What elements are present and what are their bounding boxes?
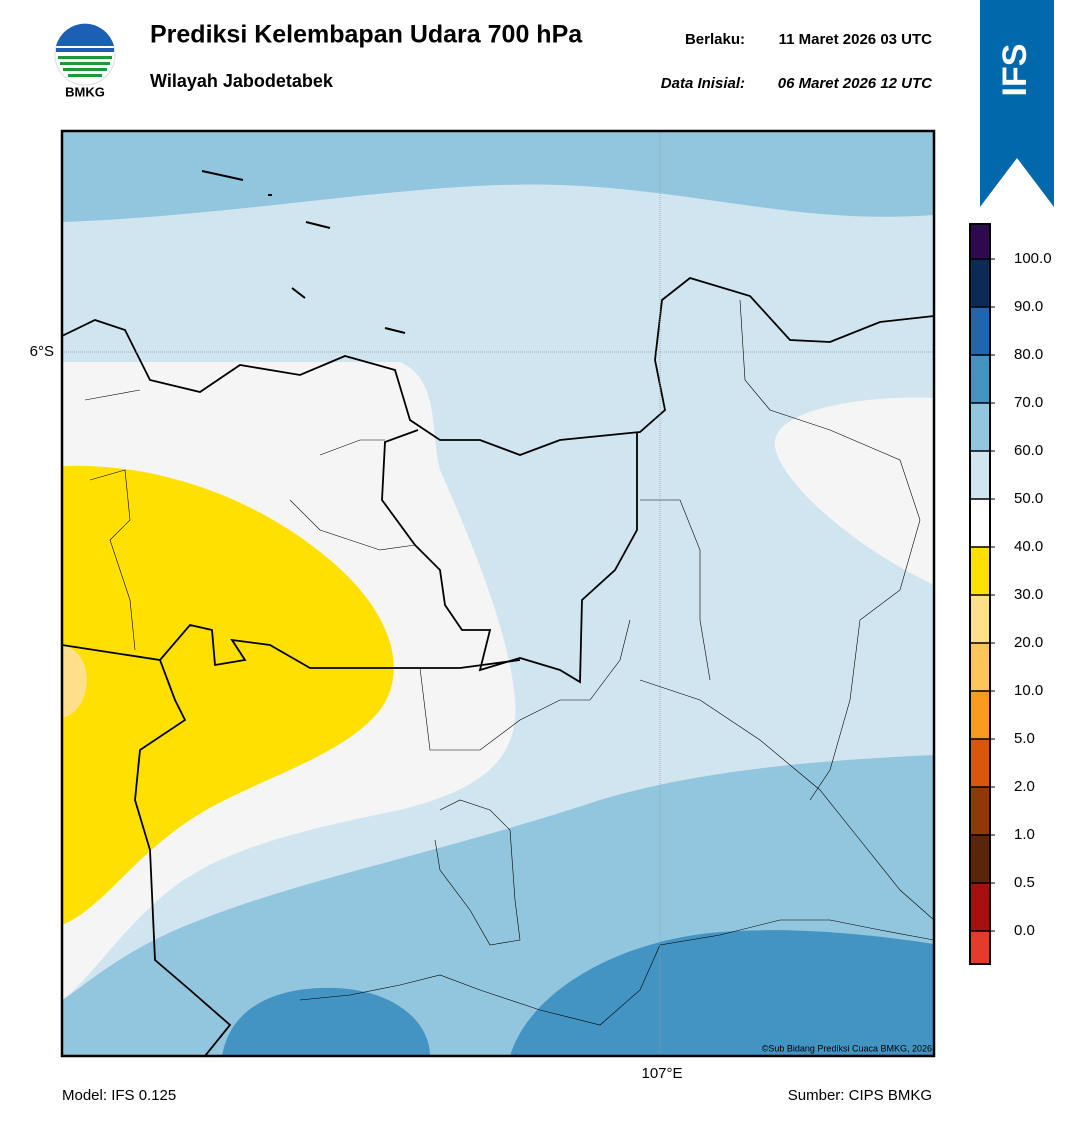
lon-label: 107°E <box>641 1065 682 1082</box>
colorbar-segment <box>970 643 990 691</box>
valid-time: 11 Maret 2026 03 UTC <box>779 31 933 48</box>
source-label: Sumber: CIPS BMKG <box>788 1087 932 1104</box>
colorbar-segment <box>970 931 990 964</box>
colorbar-label: 50.0 <box>1014 490 1043 507</box>
colorbar-segment <box>970 883 990 931</box>
colorbar-label: 10.0 <box>1014 682 1043 699</box>
colorbar-label: 80.0 <box>1014 346 1043 363</box>
colorbar-segment <box>970 499 990 547</box>
colorbar-label: 30.0 <box>1014 586 1043 603</box>
credit: ©Sub Bidang Prediksi Cuaca BMKG, 2026 <box>762 1043 932 1053</box>
colorbar-segment <box>970 595 990 643</box>
lat-label: 6°S <box>30 343 54 360</box>
map-frame <box>60 129 936 1058</box>
colorbar-segment <box>970 355 990 403</box>
colorbar-frame <box>969 223 991 965</box>
bmkg-logo: BMKG <box>54 23 116 99</box>
model-label: Model: IFS 0.125 <box>62 1087 176 1104</box>
init-time: 06 Maret 2026 12 UTC <box>778 75 933 92</box>
badge-text: IFS <box>996 44 1034 97</box>
colorbar-segment <box>970 787 990 835</box>
logo-text: BMKG <box>65 84 105 99</box>
colorbar-label: 90.0 <box>1014 298 1043 315</box>
ifs-badge <box>980 0 1054 207</box>
init-label: Data Inisial: <box>661 75 745 92</box>
colorbar-label: 0.0 <box>1014 922 1035 939</box>
colorbar-label: 2.0 <box>1014 778 1035 795</box>
colorbar-segment <box>970 547 990 595</box>
valid-label: Berlaku: <box>685 31 745 48</box>
colorbar-label: 5.0 <box>1014 730 1035 747</box>
colorbar-segment <box>970 259 990 307</box>
map-field <box>62 131 934 1056</box>
title: Prediksi Kelembapan Udara 700 hPa <box>150 21 583 49</box>
colorbar-label: 100.0 <box>1014 250 1052 267</box>
colorbar-segment <box>970 835 990 883</box>
colorbar-segment <box>970 451 990 499</box>
colorbar-label: 0.5 <box>1014 874 1035 891</box>
colorbar-label: 40.0 <box>1014 538 1043 555</box>
colorbar-segment <box>970 224 990 259</box>
colorbar: 100.0 90.0 80.0 70.0 60.0 50.0 40.0 30.0 20.0 10.… <box>969 223 1052 965</box>
colorbar-segment <box>970 691 990 739</box>
colorbar-label: 70.0 <box>1014 394 1043 411</box>
colorbar-segment <box>970 307 990 355</box>
colorbar-segment <box>970 403 990 451</box>
colorbar-label: 1.0 <box>1014 826 1035 843</box>
colorbar-label: 60.0 <box>1014 442 1043 459</box>
colorbar-segment <box>970 739 990 787</box>
colorbar-label: 20.0 <box>1014 634 1043 651</box>
subtitle: Wilayah Jabodetabek <box>150 71 334 91</box>
